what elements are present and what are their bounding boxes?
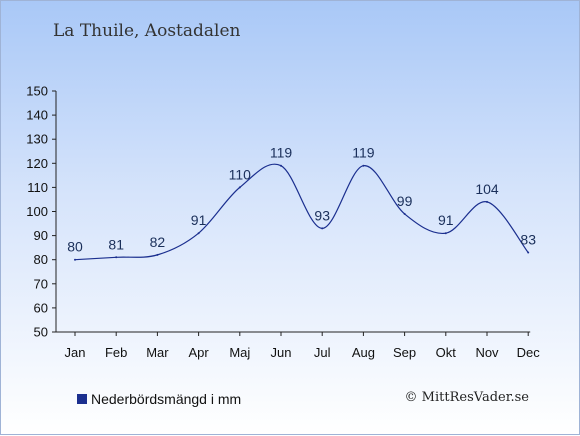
credit-text: © MittResVader.se bbox=[404, 390, 529, 405]
data-label: 91 bbox=[191, 212, 207, 228]
y-tick-label: 140 bbox=[26, 108, 48, 123]
x-tick-label: Mar bbox=[146, 345, 169, 360]
x-tick-label: Jul bbox=[314, 345, 331, 360]
y-tick-label: 90 bbox=[34, 228, 48, 243]
chart-title: La Thuile, Aostadalen bbox=[53, 21, 241, 41]
x-tick-label: Sep bbox=[393, 345, 416, 360]
data-point bbox=[321, 227, 324, 230]
data-point bbox=[197, 232, 200, 235]
data-point bbox=[74, 258, 76, 261]
data-point bbox=[156, 253, 159, 256]
y-tick-label: 120 bbox=[26, 156, 48, 171]
x-tick-label: Feb bbox=[105, 345, 127, 360]
x-tick-label: Maj bbox=[229, 345, 250, 360]
data-label: 93 bbox=[314, 207, 330, 223]
x-tick-label: Jun bbox=[271, 345, 292, 360]
x-tick-label: Apr bbox=[188, 345, 209, 360]
data-point bbox=[444, 232, 447, 235]
data-label: 83 bbox=[520, 231, 536, 247]
x-tick-label: Dec bbox=[517, 345, 541, 360]
data-label: 91 bbox=[438, 212, 454, 228]
y-tick-label: 70 bbox=[34, 276, 48, 291]
data-label: 81 bbox=[108, 236, 124, 252]
data-label: 99 bbox=[397, 193, 413, 209]
data-label: 110 bbox=[229, 166, 252, 182]
data-label: 80 bbox=[67, 239, 83, 255]
legend-swatch bbox=[77, 394, 87, 404]
data-point bbox=[115, 256, 118, 259]
y-tick-label: 110 bbox=[27, 180, 48, 195]
data-point bbox=[238, 186, 241, 189]
legend-label: Nederbördsmängd i mm bbox=[91, 391, 242, 407]
x-tick-label: Jan bbox=[65, 345, 86, 360]
y-tick-label: 80 bbox=[34, 252, 48, 267]
series-line bbox=[74, 163, 529, 261]
data-point bbox=[280, 164, 282, 167]
data-label: 82 bbox=[150, 234, 166, 250]
data-label: 119 bbox=[270, 145, 293, 161]
data-point bbox=[362, 164, 365, 167]
data-point bbox=[486, 200, 488, 203]
x-tick-label: Aug bbox=[352, 345, 375, 360]
x-tick-label: Nov bbox=[475, 345, 499, 360]
data-point bbox=[403, 212, 406, 215]
y-tick-label: 130 bbox=[26, 132, 48, 147]
y-tick-label: 60 bbox=[34, 300, 48, 315]
y-tick-label: 100 bbox=[26, 204, 48, 219]
legend: Nederbördsmängd i mm bbox=[77, 391, 241, 407]
data-point bbox=[527, 251, 530, 254]
y-tick-label: 150 bbox=[26, 84, 48, 99]
data-label: 104 bbox=[475, 181, 499, 197]
x-tick-label: Okt bbox=[436, 345, 457, 360]
y-tick-label: 50 bbox=[34, 325, 48, 340]
data-label: 119 bbox=[352, 145, 375, 161]
